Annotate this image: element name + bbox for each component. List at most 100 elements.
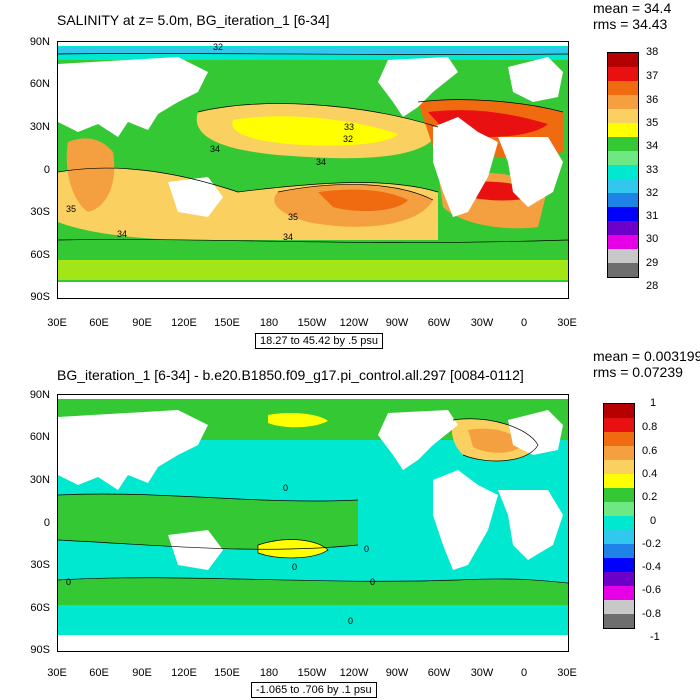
contour-label: 0 — [292, 562, 297, 572]
colorbar-label: 30 — [646, 233, 659, 245]
lon-label: 120W — [339, 317, 369, 329]
lat-label: 30N — [29, 474, 50, 486]
spac-max — [318, 189, 408, 212]
contour-label: 34 — [283, 232, 293, 242]
colorbar-label: 38 — [646, 46, 659, 58]
salinity-map-svg: 32 33 32 34 34 35 34 35 34 — [58, 42, 568, 298]
lon-label: 0 — [520, 317, 528, 329]
salinity-map: 32 33 32 34 34 35 34 35 34 — [57, 41, 569, 299]
lon-label: 180 — [259, 667, 279, 679]
difference-colorbar — [603, 403, 635, 629]
colorbar-label: -0.2 — [642, 538, 661, 550]
lon-label: 90W — [385, 317, 409, 329]
lon-label: 60E — [89, 317, 109, 329]
npac-gyre-inner — [232, 116, 398, 146]
lat-label: 90S — [30, 644, 50, 656]
colorbar-label: 28 — [646, 280, 659, 292]
lon-label: 60E — [89, 667, 109, 679]
colorbar-label: 36 — [646, 94, 659, 106]
contour-label: 0 — [66, 577, 71, 587]
colorbar-label: 33 — [646, 164, 659, 176]
colorbar-label: 1 — [650, 397, 657, 409]
contour-label: 0 — [370, 577, 375, 587]
contour-label: 35 — [66, 204, 76, 214]
salinity-panel: SALINITY at z= 5.0m, BG_iteration_1 [6-3… — [29, 0, 672, 349]
colorbar-label: 34 — [646, 140, 659, 152]
lon-label: 180 — [259, 317, 279, 329]
difference-panel: BG_iteration_1 [6-34] - b.e20.B1850.f09_… — [0, 345, 700, 698]
lon-label: 30E — [47, 667, 67, 679]
indian-ocean-high — [66, 138, 115, 212]
lon-label: 60W — [427, 667, 451, 679]
lon-label: 30E — [47, 317, 67, 329]
colorbar-label: -1 — [650, 631, 660, 643]
lat-label: 90N — [29, 389, 50, 401]
lat-label: 90N — [29, 36, 50, 48]
difference-map-svg: 0 0 0 0 0 0 — [58, 395, 568, 651]
lon-label: 150E — [214, 317, 240, 329]
colorbar-label: 0.4 — [642, 468, 658, 480]
contour-range-label: 18.27 to 45.42 by .5 psu — [255, 333, 384, 349]
colorbar-label: 35 — [646, 117, 659, 129]
contour-label: 0 — [364, 544, 369, 554]
lat-label: 0 — [43, 164, 50, 176]
lat-label: 30S — [30, 559, 50, 571]
lon-label: 0 — [520, 667, 528, 679]
lat-label: 60S — [30, 249, 50, 261]
contour-label: 32 — [213, 42, 223, 52]
lat-label: 90S — [30, 291, 50, 303]
contour-label: 34 — [210, 144, 220, 154]
lon-label: 30E — [557, 317, 577, 329]
lon-label: 150W — [297, 667, 327, 679]
lon-label: 120W — [339, 667, 369, 679]
natl-anomaly-inner — [468, 428, 523, 453]
panel-title: BG_iteration_1 [6-34] - b.e20.B1850.f09_… — [57, 367, 524, 383]
mean-value: mean = 0.003199 — [593, 348, 700, 364]
contour-label: 0 — [348, 616, 353, 626]
colorbar-label: 32 — [646, 187, 659, 199]
lat-label: 30S — [30, 206, 50, 218]
contour-label: 32 — [343, 134, 353, 144]
colorbar-label: 0.2 — [642, 491, 658, 503]
contour-label: 34 — [117, 229, 127, 239]
lon-label: 30E — [557, 667, 577, 679]
colorbar-label: 37 — [646, 70, 659, 82]
lon-label: 60W — [427, 317, 451, 329]
contour-label: 33 — [344, 122, 354, 132]
southern-ocean-band — [58, 240, 568, 262]
arctic-band-inner — [58, 48, 568, 54]
land-mask — [58, 42, 568, 298]
contour-lines — [58, 418, 568, 584]
lat-label: 30N — [29, 121, 50, 133]
mean-value: mean = 34.4 — [593, 0, 672, 16]
lat-label: 60N — [29, 431, 50, 443]
contour-lines — [58, 53, 568, 243]
contour-label: 34 — [316, 157, 326, 167]
southern-band — [58, 577, 568, 605]
colorbar-label: -0.4 — [642, 561, 661, 573]
lat-label: 60N — [29, 78, 50, 90]
npac-anomaly — [268, 413, 328, 428]
contour-label: 0 — [283, 483, 288, 493]
colorbar-label: -0.6 — [642, 584, 661, 596]
colorbar-label: 0.6 — [642, 445, 658, 457]
lon-label: 90E — [132, 317, 152, 329]
colorbar-label: 29 — [646, 257, 659, 269]
rms-value: rms = 34.43 — [593, 16, 668, 32]
colorbar-label: -0.8 — [642, 608, 661, 620]
lon-label: 30W — [470, 667, 494, 679]
southern-ocean-band-2 — [58, 260, 568, 280]
rms-value: rms = 0.07239 — [593, 364, 683, 380]
salinity-colorbar — [607, 52, 639, 278]
colorbar-label: 0 — [650, 515, 657, 527]
lon-label: 150W — [297, 317, 327, 329]
colorbar-label: 31 — [646, 210, 659, 222]
lon-label: 30W — [470, 317, 494, 329]
lon-label: 120E — [171, 317, 197, 329]
tropical-band — [58, 493, 358, 550]
land-mask — [58, 395, 568, 651]
lon-label: 90E — [132, 667, 152, 679]
lon-label: 90W — [385, 667, 409, 679]
lat-label: 0 — [43, 517, 50, 529]
contour-label: 35 — [288, 212, 298, 222]
